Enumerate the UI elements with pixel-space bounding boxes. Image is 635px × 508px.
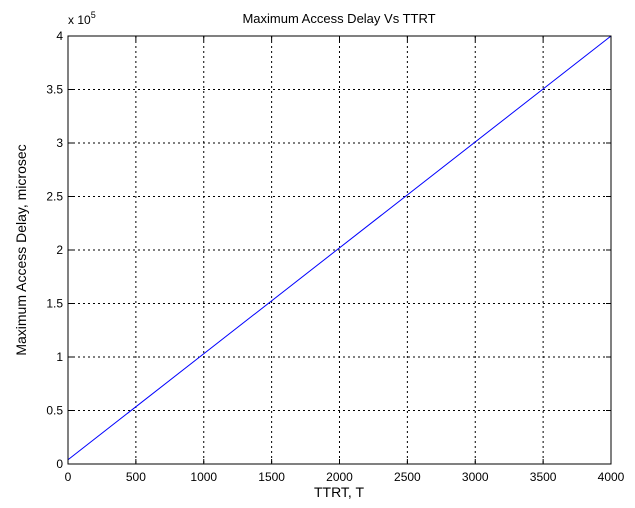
- x-tick-label: 1000: [190, 470, 217, 484]
- chart-title: Maximum Access Delay Vs TTRT: [242, 11, 435, 26]
- x-axis-ticks: 0 500 1000 1500 2000 2500 3000 3500 4000: [65, 36, 625, 484]
- x-tick-label: 2000: [326, 470, 353, 484]
- x-tick-label: 3000: [462, 470, 489, 484]
- y-tick-label: 0.5: [46, 404, 63, 418]
- x-tick-label: 1500: [258, 470, 285, 484]
- y-tick-label: 1: [56, 350, 63, 364]
- grid: [68, 36, 611, 464]
- y-tick-label: 3: [56, 136, 63, 150]
- x-tick-label: 500: [126, 470, 146, 484]
- y-tick-label: 3.5: [46, 83, 63, 97]
- x-axis-label: TTRT, T: [314, 484, 364, 500]
- y-tick-label: 1.5: [46, 297, 63, 311]
- series-line: [67, 35, 612, 461]
- x-tick-label: 4000: [598, 470, 625, 484]
- y-axis-multiplier: x 105: [68, 10, 96, 27]
- y-axis-label: Maximum Access Delay, microsec: [13, 144, 29, 355]
- y-tick-label: 2: [56, 243, 63, 257]
- y-axis-ticks: 0 0.5 1 1.5 2 2.5 3 3.5 4: [46, 29, 611, 471]
- x-tick-label: 0: [65, 470, 72, 484]
- y-tick-label: 0: [56, 457, 63, 471]
- y-tick-label: 4: [56, 29, 63, 43]
- y-multiplier-exponent: 5: [91, 10, 96, 20]
- x-tick-label: 3500: [530, 470, 557, 484]
- y-multiplier-base: x 10: [68, 13, 91, 27]
- x-tick-label: 2500: [394, 470, 421, 484]
- plot-area: [67, 35, 612, 461]
- y-tick-label: 2.5: [46, 190, 63, 204]
